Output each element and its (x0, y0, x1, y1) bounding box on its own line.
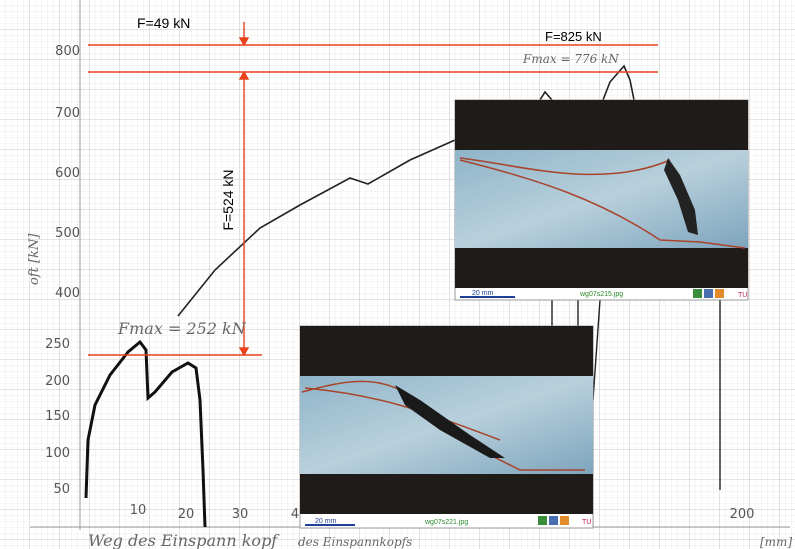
curve (551, 299, 721, 490)
tick-label: 150 (45, 409, 70, 424)
curve (539, 64, 635, 101)
curve (177, 139, 456, 317)
label: F=49 kN (137, 15, 190, 31)
caption: 20 mm (315, 518, 337, 525)
caption: TU (582, 519, 591, 526)
tick-label: 20 (178, 507, 195, 522)
photo: 20 mm wg07s221.jpg TU (299, 325, 594, 529)
tick-label: 800 (55, 44, 80, 59)
label: F=524 kN (220, 169, 236, 230)
caption: wg07s221.jpg (424, 519, 468, 526)
label: Fmax = 776 kN (522, 52, 619, 66)
tick-label: 10 (130, 503, 147, 518)
photo: 20 mm wg07s215.jpg TU (454, 99, 749, 301)
tick-label: 600 (55, 166, 80, 181)
caption: TU (738, 292, 747, 299)
tick-label: 700 (55, 106, 80, 121)
tick-label: 250 (45, 337, 70, 352)
axis-label: Weg des Einspann kopf (88, 531, 280, 549)
label: Fmax = 252 kN (117, 319, 247, 338)
axis-label: des Einspannkopfs (298, 535, 412, 549)
axis-label: oft [kN] (27, 233, 42, 285)
tick-label: 500 (55, 226, 80, 241)
label: F=825 kN (545, 29, 602, 44)
tick-label: 30 (232, 507, 249, 522)
caption: wg07s215.jpg (579, 291, 623, 298)
tick-label: 200 (730, 507, 755, 522)
tick-label: 100 (45, 446, 70, 461)
curve (84, 339, 207, 528)
tick-label: 200 (45, 374, 70, 389)
annotation-lines (88, 22, 658, 357)
annotations: F=49 kN F=825 kN Fmax = 776 kN F=524 kN … (117, 15, 619, 338)
axis-label: [mm] (760, 535, 792, 549)
caption: 20 mm (472, 290, 494, 297)
tick-label: 4 (291, 507, 299, 522)
tick-label: 400 (55, 286, 80, 301)
tick-label: 50 (53, 482, 70, 497)
